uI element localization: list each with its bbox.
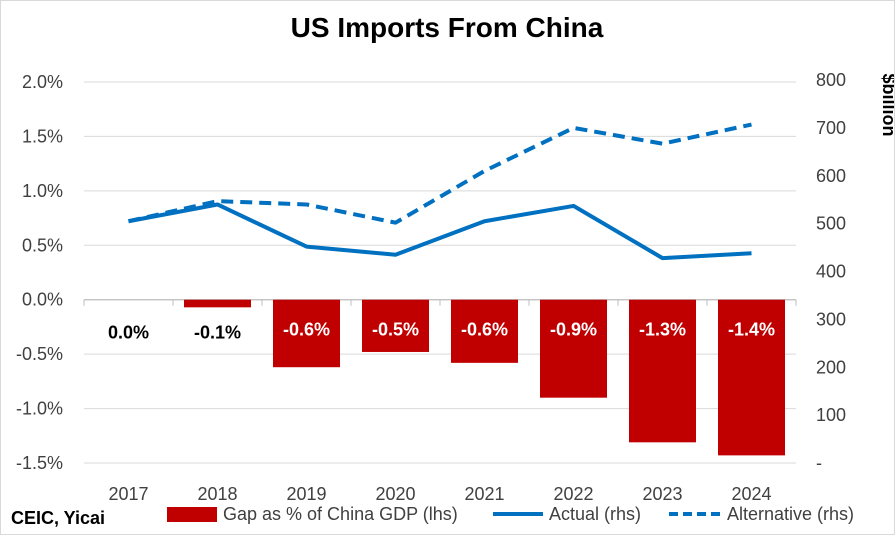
x-axis-ticks: 2017 2018 2019 2020 2021 2022 2023 2024 xyxy=(108,484,771,504)
lhs-tick-label: 2.0% xyxy=(22,72,63,92)
alternative-line xyxy=(128,122,752,225)
x-tick-label: 2023 xyxy=(642,484,682,504)
bar-data-label: -0.1% xyxy=(194,323,241,343)
bar xyxy=(273,299,340,368)
rhs-tick-label: - xyxy=(816,453,822,473)
bar xyxy=(718,299,785,456)
rhs-tick-label: 700 xyxy=(816,118,846,138)
bar-data-label: -0.9% xyxy=(550,320,597,340)
rhs-tick-label: 200 xyxy=(816,357,846,377)
rhs-axis-ticks: 800 700 600 500 400 300 200 100 - xyxy=(816,70,846,473)
x-tick-label: 2019 xyxy=(286,484,326,504)
bar-data-label: -0.6% xyxy=(283,320,330,340)
lhs-tick-label: -0.5% xyxy=(16,344,63,364)
bar-data-label: -1.3% xyxy=(639,320,686,340)
x-tick-label: 2024 xyxy=(731,484,771,504)
lhs-tick-label: 0.0% xyxy=(22,290,63,310)
bar xyxy=(184,299,251,308)
lhs-tick-label: 1.5% xyxy=(22,126,63,146)
bar-data-label: 0.0% xyxy=(108,323,149,343)
bar xyxy=(451,299,518,363)
x-tick-label: 2020 xyxy=(375,484,415,504)
x-tick-label: 2017 xyxy=(108,484,148,504)
legend-label: Actual (rhs) xyxy=(549,504,641,524)
rhs-tick-label: 800 xyxy=(816,70,846,90)
rhs-tick-label: 500 xyxy=(816,214,846,234)
bar-data-labels: 0.0% -0.1% -0.6% -0.5% -0.6% -0.9% -1.3% -1.4% xyxy=(108,320,775,343)
lhs-tick-label: 0.5% xyxy=(22,235,63,255)
line-series xyxy=(128,122,752,261)
rhs-axis-label: $billion xyxy=(879,74,894,137)
bar xyxy=(362,299,429,352)
rhs-tick-label: 600 xyxy=(816,166,846,186)
rhs-tick-label: 400 xyxy=(816,262,846,282)
chart-title: US Imports From China xyxy=(291,12,604,43)
source-note: CEIC, Yicai xyxy=(11,508,105,528)
bar-data-label: -0.5% xyxy=(372,320,419,340)
bar-series xyxy=(184,299,785,456)
x-tick-label: 2022 xyxy=(553,484,593,504)
legend: Gap as % of China GDP (lhs) Actual (rhs) A… xyxy=(167,504,854,524)
legend-label: Gap as % of China GDP (lhs) xyxy=(223,504,458,524)
rhs-tick-label: 300 xyxy=(816,309,846,329)
bar-data-label: -1.4% xyxy=(728,320,775,340)
rhs-tick-label: 100 xyxy=(816,405,846,425)
bar xyxy=(629,299,696,443)
bar xyxy=(540,299,607,398)
legend-label: Alternative (rhs) xyxy=(727,504,854,524)
legend-swatch-bar xyxy=(167,507,217,522)
lhs-axis-ticks: 2.0% 1.5% 1.0% 0.5% 0.0% -0.5% -1.0% -1.5% xyxy=(16,72,63,473)
lhs-tick-label: -1.5% xyxy=(16,453,63,473)
lhs-tick-label: 1.0% xyxy=(22,181,63,201)
actual-line xyxy=(128,202,752,261)
lhs-tick-label: -1.0% xyxy=(16,399,63,419)
x-tick-label: 2021 xyxy=(464,484,504,504)
bar-data-label: -0.6% xyxy=(461,320,508,340)
x-tick-label: 2018 xyxy=(197,484,237,504)
